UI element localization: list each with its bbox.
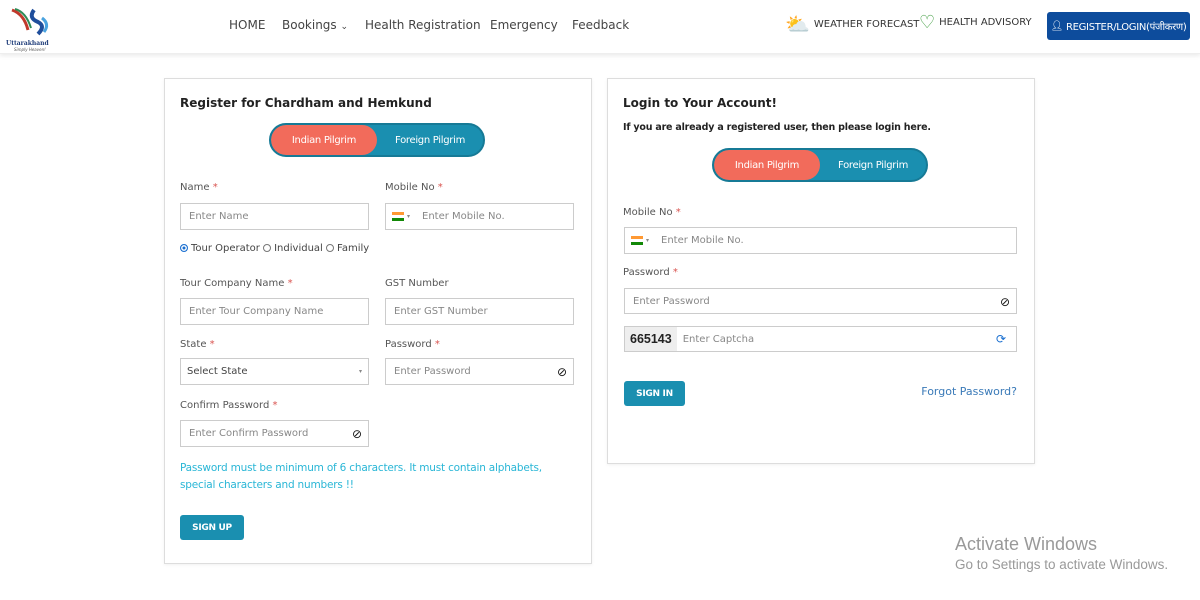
register-login-label: REGISTER/LOGIN(पंजीकरण) bbox=[1065, 22, 1187, 33]
captcha-input[interactable]: 665143 Enter Captcha ⟳ bbox=[624, 326, 1017, 352]
nav-bookings-label: Bookings bbox=[282, 18, 337, 32]
mobile-placeholder: Enter Mobile No. bbox=[422, 211, 505, 222]
mobile-input[interactable]: ▾ Enter Mobile No. bbox=[385, 203, 574, 230]
name-label: Name * bbox=[180, 182, 218, 193]
password-hint: Password must be minimum of 6 characters… bbox=[180, 462, 542, 491]
sign-up-button[interactable]: SIGN UP bbox=[180, 515, 244, 540]
eye-slash-icon[interactable]: ⊘ bbox=[556, 365, 567, 379]
gst-input[interactable]: Enter GST Number bbox=[385, 298, 574, 325]
register-login-button[interactable]: 👤︎ REGISTER/LOGIN(पंजीकरण) bbox=[1047, 12, 1190, 40]
registration-type-radios: Tour Operator Individual Family bbox=[180, 243, 369, 254]
nav-emergency[interactable]: Emergency bbox=[490, 18, 558, 32]
refresh-captcha-icon[interactable]: ⟳ bbox=[995, 332, 1006, 346]
nav-bookings[interactable]: Bookings ⌄ bbox=[282, 18, 348, 32]
dropdown-caret-icon: ▾ bbox=[358, 368, 362, 375]
mobile-label: Mobile No * bbox=[385, 182, 443, 193]
health-advisory-label: HEALTH ADVISORY bbox=[939, 17, 1032, 28]
company-input[interactable]: Enter Tour Company Name bbox=[180, 298, 369, 325]
user-icon: 👤︎ bbox=[1050, 20, 1064, 32]
sign-in-button[interactable]: SIGN IN bbox=[624, 381, 685, 406]
forgot-password-link[interactable]: Forgot Password? bbox=[921, 385, 1017, 398]
password-label: Password * bbox=[385, 339, 440, 350]
register-pilgrim-toggle[interactable]: Indian Pilgrim Foreign Pilgrim bbox=[269, 123, 485, 157]
gst-label: GST Number bbox=[385, 278, 449, 289]
foreign-pilgrim-tab[interactable]: Foreign Pilgrim bbox=[837, 159, 909, 171]
nav-feedback[interactable]: Feedback bbox=[572, 18, 630, 32]
confirm-password-input[interactable]: Enter Confirm Password ⊘ bbox=[180, 420, 369, 447]
logo-text: Uttarakhand bbox=[6, 40, 49, 47]
state-select[interactable]: Select State ▾ bbox=[180, 358, 369, 385]
uttarakhand-logo[interactable]: Uttarakhand Simply Heaven! bbox=[6, 6, 58, 52]
chevron-down-icon: ⌄ bbox=[340, 22, 349, 32]
radio-family[interactable]: Family bbox=[326, 243, 369, 254]
top-header: Uttarakhand Simply Heaven! HOME Bookings… bbox=[0, 0, 1200, 54]
login-title: Login to Your Account! bbox=[623, 96, 777, 110]
weather-label: WEATHER FORECAST bbox=[813, 18, 920, 30]
indian-pilgrim-tab[interactable]: Indian Pilgrim bbox=[714, 150, 820, 180]
register-title: Register for Chardham and Hemkund bbox=[180, 96, 432, 110]
weather-forecast-link[interactable]: ⛅ WEATHER FORECAST bbox=[785, 12, 919, 36]
company-label: Tour Company Name * bbox=[180, 278, 293, 289]
weather-cloud-icon: ⛅ bbox=[785, 12, 810, 36]
india-flag-icon[interactable] bbox=[392, 212, 404, 221]
name-input[interactable]: Enter Name bbox=[180, 203, 369, 230]
login-password-label: Password * bbox=[623, 267, 678, 278]
foreign-pilgrim-tab[interactable]: Foreign Pilgrim bbox=[394, 134, 466, 146]
logo-tagline: Simply Heaven! bbox=[14, 47, 46, 52]
india-flag-icon[interactable] bbox=[631, 236, 643, 245]
login-pilgrim-toggle[interactable]: Indian Pilgrim Foreign Pilgrim bbox=[712, 148, 928, 182]
radio-tour-operator[interactable]: Tour Operator bbox=[180, 243, 260, 254]
eye-slash-icon[interactable]: ⊘ bbox=[351, 427, 362, 441]
confirm-password-label: Confirm Password * bbox=[180, 400, 278, 411]
login-subtitle: If you are already a registered user, th… bbox=[623, 122, 931, 133]
heart-hand-icon: ♡ bbox=[919, 12, 936, 33]
login-password-input[interactable]: Enter Password ⊘ bbox=[624, 288, 1017, 314]
state-label: State * bbox=[180, 339, 215, 350]
activate-windows-watermark: Activate Windows Go to Settings to activ… bbox=[955, 534, 1169, 572]
eye-slash-icon[interactable]: ⊘ bbox=[999, 295, 1010, 309]
login-mobile-label: Mobile No * bbox=[623, 207, 681, 218]
indian-pilgrim-tab[interactable]: Indian Pilgrim bbox=[271, 125, 377, 155]
captcha-code: 665143 bbox=[625, 327, 677, 351]
health-advisory-link[interactable]: ♡ HEALTH ADVISORY bbox=[919, 12, 1032, 33]
nav-health-registration[interactable]: Health Registration bbox=[365, 18, 481, 32]
password-input[interactable]: Enter Password ⊘ bbox=[385, 358, 574, 385]
login-mobile-input[interactable]: ▾ Enter Mobile No. bbox=[624, 227, 1017, 254]
nav-home[interactable]: HOME bbox=[229, 18, 266, 32]
radio-individual[interactable]: Individual bbox=[263, 243, 323, 254]
